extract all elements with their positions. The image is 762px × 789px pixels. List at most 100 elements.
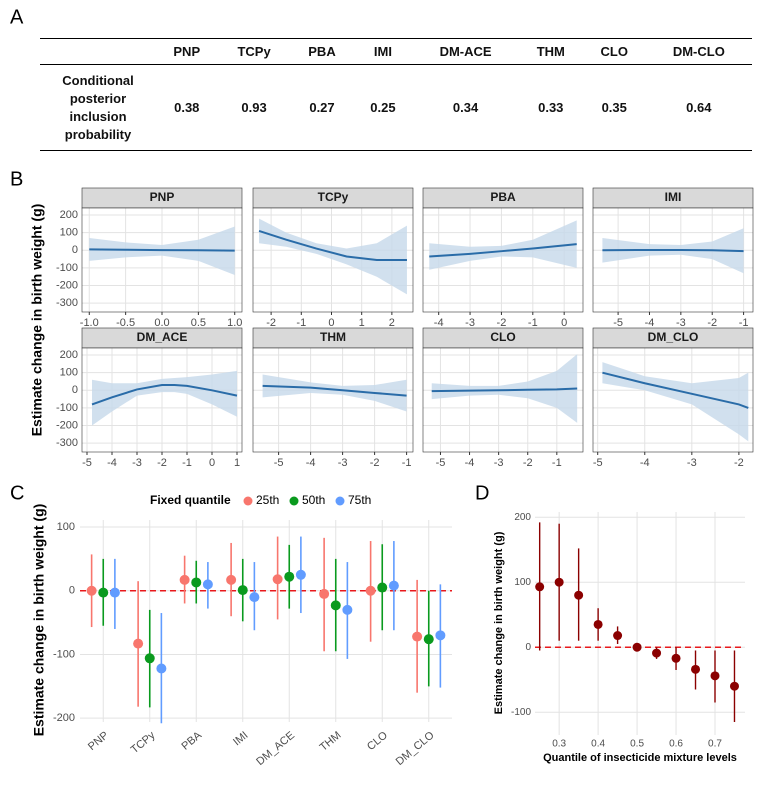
- confidence-band: [429, 220, 577, 270]
- y-tick-label: -300: [56, 297, 78, 309]
- x-tick-label: -1: [552, 457, 562, 469]
- x-tick-label: 0.5: [630, 739, 644, 750]
- confidence-band: [259, 218, 407, 295]
- point: [412, 631, 423, 642]
- y-tick-label: 100: [60, 227, 78, 239]
- x-tick-label: 1: [359, 317, 365, 329]
- column-header: DM-ACE: [439, 44, 492, 59]
- x-tick-label: -3: [132, 457, 142, 469]
- point: [710, 671, 720, 681]
- point: [144, 653, 155, 664]
- y-tick-label: -100: [56, 402, 78, 414]
- point: [729, 681, 739, 691]
- y-tick-label: 0: [72, 384, 78, 396]
- point: [284, 571, 295, 582]
- x-tick-label: -5: [593, 457, 603, 469]
- point: [191, 577, 202, 588]
- x-tick-label: -1: [296, 317, 306, 329]
- estimate-line: [89, 248, 235, 252]
- x-tick-label: -3: [676, 317, 686, 329]
- row-label: Conditional posterior inclusion probabil…: [62, 72, 134, 142]
- x-tick-label: TCPy: [129, 729, 158, 756]
- point: [365, 585, 376, 596]
- x-tick-label: -3: [687, 457, 697, 469]
- x-tick-label: 1.0: [227, 317, 242, 329]
- panel-label: D: [475, 482, 489, 504]
- table-value: 0.93: [241, 100, 267, 115]
- panel-label: A: [10, 6, 24, 28]
- x-tick-label: 0: [209, 457, 215, 469]
- point: [295, 569, 306, 580]
- x-tick-label: PBA: [179, 729, 204, 753]
- x-tick-label: 1: [234, 457, 240, 469]
- x-tick-label: CLO: [365, 729, 390, 753]
- x-tick-label: -4: [434, 317, 444, 329]
- point: [109, 587, 120, 598]
- x-tick-label: -2: [734, 457, 744, 469]
- point: [133, 638, 144, 649]
- y-tick-label: 0: [69, 585, 75, 597]
- table-header: PNP TCPy PBA IMI DM-ACE THM CLO DM-CLO: [40, 38, 752, 65]
- x-tick-label: -1: [182, 457, 192, 469]
- y-axis-title: Estimate change in birth weight (g): [31, 504, 47, 737]
- x-tick-label: DM_ACE: [254, 729, 297, 768]
- point: [435, 630, 446, 641]
- point: [388, 580, 399, 591]
- point: [632, 642, 642, 652]
- x-tick-label: 0.7: [708, 739, 722, 750]
- point: [226, 574, 237, 585]
- point: [652, 648, 662, 658]
- x-tick-label: -3: [465, 317, 475, 329]
- facet-title: PNP: [150, 190, 175, 204]
- table-value: 0.38: [174, 100, 200, 115]
- point: [319, 588, 330, 599]
- x-tick-label: -1: [528, 317, 538, 329]
- legend-label: 25th: [256, 493, 279, 507]
- x-tick-label: 2: [389, 317, 395, 329]
- estimate-line: [429, 243, 577, 258]
- table-value: 0.64: [686, 100, 712, 115]
- legend-label: 75th: [348, 493, 371, 507]
- y-tick-label: 200: [60, 209, 78, 221]
- y-tick-label: 0: [525, 642, 531, 653]
- y-tick-label: 200: [60, 349, 78, 361]
- x-tick-label: -3: [338, 457, 348, 469]
- y-tick-label: 0: [72, 244, 78, 256]
- panel-label: C: [10, 482, 24, 504]
- y-axis-title: Estimate change in birth weight (g): [493, 531, 505, 714]
- x-tick-label: -2: [707, 317, 717, 329]
- corner-cell: [40, 39, 156, 65]
- facet-title: DM_ACE: [137, 330, 188, 344]
- point: [691, 664, 701, 674]
- y-tick-label: 100: [60, 367, 78, 379]
- point: [613, 631, 623, 641]
- column-header: PNP: [173, 44, 201, 59]
- point: [86, 585, 97, 596]
- x-tick-label: -4: [640, 457, 650, 469]
- point: [179, 574, 190, 585]
- x-tick-label: THM: [318, 729, 344, 754]
- point: [423, 634, 434, 645]
- x-tick-label: -4: [306, 457, 316, 469]
- estimate-line: [602, 248, 744, 253]
- panel: [80, 520, 452, 722]
- facet-title: THM: [320, 330, 346, 344]
- point: [554, 577, 564, 587]
- panel-border: [252, 207, 414, 313]
- point: [272, 574, 283, 585]
- legend-marker: [335, 496, 345, 506]
- point: [249, 592, 260, 603]
- x-axis-title: Quantile of insecticide mixture levels: [543, 752, 737, 764]
- panel-label: B: [10, 168, 23, 190]
- column-header: PBA: [308, 44, 336, 59]
- x-tick-label: -4: [465, 457, 475, 469]
- y-axis-title: Estimate change in birth weight (g): [29, 204, 45, 437]
- point: [330, 600, 341, 611]
- point: [574, 590, 584, 600]
- panel-border: [422, 347, 584, 453]
- table-value: 0.27: [309, 100, 335, 115]
- y-tick-label: -100: [56, 262, 78, 274]
- x-tick-label: 0.6: [669, 739, 683, 750]
- table-row: Conditional posterior inclusion probabil…: [40, 65, 752, 151]
